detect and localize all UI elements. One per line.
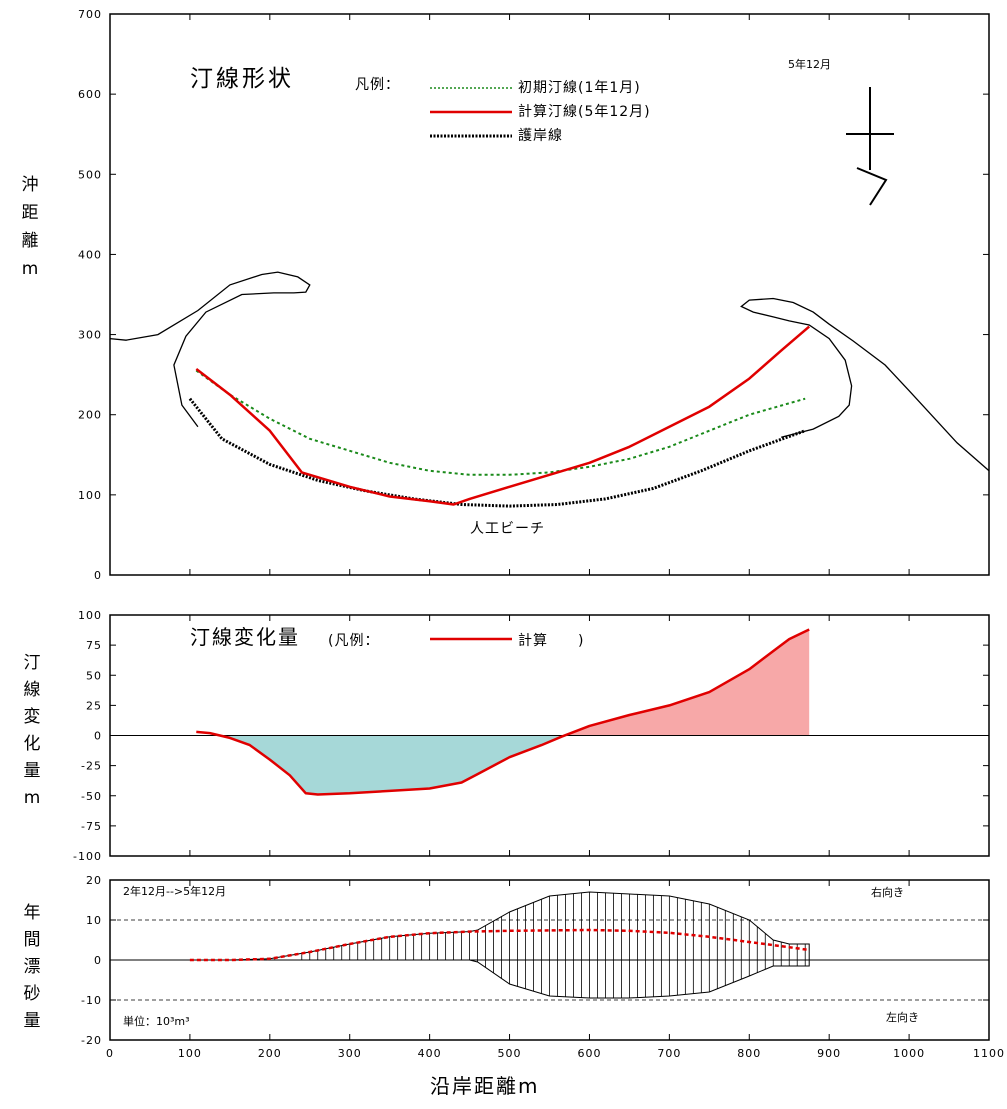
rightward-label: 右向き xyxy=(871,885,904,899)
transport-y-axis-title: 年 xyxy=(24,903,41,923)
change-series-line xyxy=(196,628,810,796)
change-y-tick-label: 100 xyxy=(78,609,102,622)
transport-y-axis-title: 量 xyxy=(24,1011,41,1031)
seawall-line xyxy=(188,397,806,508)
x-tick-label: 600 xyxy=(577,1047,601,1060)
shoreline-y-axis-title: 距 xyxy=(22,203,39,223)
north-arrow-icon xyxy=(846,87,894,206)
transport-plot-layer xyxy=(110,891,989,1001)
shoreline-panel-frame xyxy=(109,13,990,576)
x-tick-label: 1000 xyxy=(893,1047,925,1060)
erosion-area xyxy=(219,735,565,795)
transport-y-tick-label: -10 xyxy=(81,994,102,1007)
x-tick-label: 500 xyxy=(498,1047,522,1060)
legend-label-initial: 初期汀線(1年1月) xyxy=(518,79,641,96)
legend-label-computed: 計算汀線(5年12月) xyxy=(518,104,651,120)
x-tick-label: 300 xyxy=(338,1047,362,1060)
change-y-tick-label: 75 xyxy=(86,639,102,652)
coastline-right-headland xyxy=(740,297,990,472)
x-tick-label: 200 xyxy=(258,1047,282,1060)
transport-y-axis-title: 間 xyxy=(24,930,41,950)
legend-entry-initial: 初期汀線(1年1月) xyxy=(430,79,641,96)
shoreline-y-axis-title: m xyxy=(22,259,39,279)
change-y-tick-label: -100 xyxy=(73,850,102,863)
legend-entry-seawall: 護岸線 xyxy=(430,128,563,144)
change-y-tick-label: 50 xyxy=(86,669,102,682)
change-y-tick-label: -25 xyxy=(81,760,102,773)
accretion-area xyxy=(564,629,810,736)
change-y-tick-label: 0 xyxy=(94,730,102,743)
x-tick-label: 700 xyxy=(657,1047,681,1060)
axes-layer: 01002003004005006007001007550250-25-50-7… xyxy=(22,8,1005,1060)
change-y-axis-title: 汀 xyxy=(24,653,41,673)
change-y-tick-label: 25 xyxy=(86,699,102,712)
beach-label: 人工ビーチ xyxy=(470,521,545,537)
change-y-axis-title: 変 xyxy=(24,707,41,727)
transport-period-label: 2年12月-->5年12月 xyxy=(123,884,226,898)
change-y-axis-title: 量 xyxy=(24,761,41,781)
transport-y-tick-label: -20 xyxy=(81,1034,102,1047)
legend-heading: 凡例： xyxy=(355,77,400,93)
shoreline-y-tick-label: 700 xyxy=(78,8,102,21)
computed-shoreline-line xyxy=(195,325,811,506)
change-y-axis-title: m xyxy=(24,788,41,808)
x-axis-title: 沿岸距離m xyxy=(430,1074,539,1098)
x-tick-label: 0 xyxy=(106,1047,114,1060)
x-tick-label: 100 xyxy=(178,1047,202,1060)
transport-envelope xyxy=(189,891,810,999)
shoreline-y-tick-label: 0 xyxy=(94,569,102,582)
change-y-tick-label: -50 xyxy=(81,790,102,803)
shoreline-y-tick-label: 200 xyxy=(78,409,102,422)
transport-mean-line xyxy=(189,928,810,962)
shoreline-y-tick-label: 500 xyxy=(78,168,102,181)
transport-unit-label: 単位：10³m³ xyxy=(123,1014,190,1028)
transport-y-axis-title: 砂 xyxy=(24,984,41,1004)
transport-y-tick-label: 10 xyxy=(86,914,102,927)
shoreline-y-tick-label: 400 xyxy=(78,248,102,261)
change-y-axis-title: 化 xyxy=(24,734,41,754)
transport-y-tick-label: 20 xyxy=(86,874,102,887)
x-tick-label: 400 xyxy=(418,1047,442,1060)
x-tick-label: 1100 xyxy=(973,1047,1005,1060)
shoreline-y-tick-label: 300 xyxy=(78,329,102,342)
change-title: 汀線変化量 xyxy=(190,625,300,649)
change-plot-layer xyxy=(110,628,989,796)
shoreline-title: 汀線形状 xyxy=(190,66,294,92)
shoreline-y-axis-title: 離 xyxy=(22,231,39,251)
shoreline-y-axis-title: 沖 xyxy=(22,175,39,195)
leftward-label: 左向き xyxy=(886,1010,919,1024)
change-legend-label: 計算 xyxy=(518,633,548,649)
x-tick-label: 900 xyxy=(817,1047,841,1060)
transport-y-tick-label: 0 xyxy=(94,954,102,967)
legend-label-seawall: 護岸線 xyxy=(518,128,563,144)
initial-shoreline-line xyxy=(195,369,806,476)
date-annotation: 5年12月 xyxy=(788,57,831,71)
x-tick-label: 800 xyxy=(737,1047,761,1060)
legend-entry-computed: 計算汀線(5年12月) xyxy=(430,104,651,120)
shoreline-plot-layer xyxy=(109,271,990,508)
coastline-left-headland xyxy=(109,271,311,428)
transport-y-axis-title: 漂 xyxy=(24,957,41,977)
change-legend-close: ) xyxy=(578,633,584,649)
change-legend-heading: (凡例： xyxy=(328,633,379,649)
shoreline-y-tick-label: 100 xyxy=(78,489,102,502)
change-y-tick-label: -75 xyxy=(81,820,102,833)
change-y-axis-title: 線 xyxy=(24,680,41,700)
shoreline-y-tick-label: 600 xyxy=(78,88,102,101)
